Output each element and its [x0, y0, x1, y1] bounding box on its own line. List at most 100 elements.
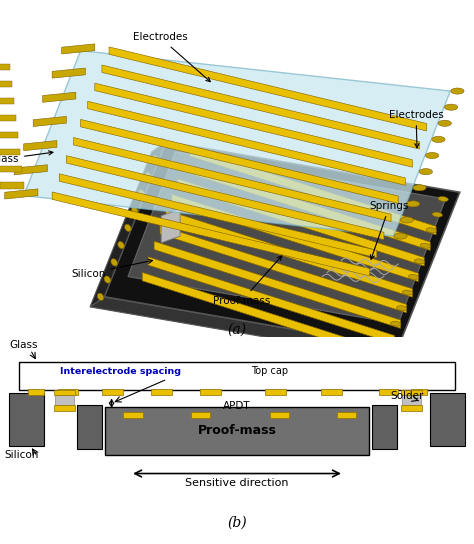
Ellipse shape	[394, 233, 407, 239]
Bar	[265, 390, 286, 395]
Bar	[402, 394, 421, 405]
Polygon shape	[66, 156, 384, 240]
Polygon shape	[24, 51, 450, 236]
FancyBboxPatch shape	[0, 182, 24, 189]
Bar	[123, 412, 143, 418]
Bar	[54, 405, 75, 411]
Polygon shape	[190, 147, 436, 235]
Bar	[54, 390, 75, 395]
Bar	[379, 390, 398, 395]
Polygon shape	[154, 241, 401, 329]
Text: Interelectrode spacing: Interelectrode spacing	[61, 367, 182, 376]
Text: Glass: Glass	[0, 151, 53, 164]
Polygon shape	[184, 163, 430, 250]
Polygon shape	[166, 210, 412, 297]
Ellipse shape	[420, 243, 430, 248]
Bar	[151, 390, 172, 395]
Polygon shape	[52, 68, 85, 78]
Ellipse shape	[451, 88, 464, 94]
Polygon shape	[59, 174, 377, 258]
Bar	[18, 362, 456, 390]
Bar	[105, 407, 369, 455]
Bar	[337, 412, 356, 418]
Bar	[28, 390, 44, 395]
Polygon shape	[5, 189, 38, 199]
Ellipse shape	[152, 155, 158, 163]
Polygon shape	[178, 179, 424, 266]
FancyBboxPatch shape	[0, 64, 10, 71]
Polygon shape	[24, 140, 57, 151]
Ellipse shape	[414, 259, 425, 264]
Ellipse shape	[438, 196, 448, 201]
Polygon shape	[109, 47, 427, 131]
Text: Solder: Solder	[390, 391, 424, 401]
Bar	[320, 390, 341, 395]
Ellipse shape	[426, 228, 437, 233]
Polygon shape	[160, 226, 407, 313]
Text: Springs: Springs	[370, 201, 409, 259]
Text: Sensitive direction: Sensitive direction	[185, 478, 289, 488]
Polygon shape	[62, 44, 95, 54]
Polygon shape	[161, 209, 180, 243]
Text: Proof-mass: Proof-mass	[213, 256, 282, 306]
Ellipse shape	[438, 120, 451, 126]
Bar	[58, 390, 78, 395]
Ellipse shape	[145, 172, 152, 180]
Text: Silicon: Silicon	[71, 259, 153, 279]
Ellipse shape	[426, 152, 439, 158]
Polygon shape	[43, 92, 76, 102]
Polygon shape	[148, 257, 395, 344]
FancyBboxPatch shape	[0, 98, 14, 104]
Bar	[270, 412, 289, 418]
Polygon shape	[81, 119, 398, 203]
Ellipse shape	[397, 306, 407, 311]
Text: Proof-mass: Proof-mass	[198, 424, 276, 437]
Polygon shape	[88, 101, 405, 186]
Ellipse shape	[97, 293, 104, 300]
Polygon shape	[128, 152, 446, 324]
Polygon shape	[33, 116, 66, 127]
FancyBboxPatch shape	[0, 149, 20, 155]
Ellipse shape	[131, 207, 138, 214]
Bar	[77, 405, 102, 449]
Ellipse shape	[391, 322, 401, 326]
Ellipse shape	[419, 169, 432, 175]
Polygon shape	[14, 165, 47, 175]
Polygon shape	[52, 192, 370, 276]
Polygon shape	[102, 65, 419, 149]
Polygon shape	[104, 141, 460, 348]
Bar	[401, 390, 422, 395]
FancyBboxPatch shape	[0, 115, 16, 121]
Ellipse shape	[402, 290, 413, 295]
Bar	[372, 405, 397, 449]
Text: Electrodes: Electrodes	[389, 110, 444, 148]
Ellipse shape	[125, 224, 131, 232]
Text: APDT: APDT	[223, 401, 251, 411]
Ellipse shape	[138, 190, 145, 197]
Text: Glass: Glass	[9, 340, 38, 350]
FancyBboxPatch shape	[0, 165, 22, 172]
Text: (b): (b)	[227, 515, 247, 529]
Ellipse shape	[413, 185, 426, 191]
Ellipse shape	[111, 259, 118, 266]
FancyBboxPatch shape	[0, 81, 12, 88]
Ellipse shape	[407, 201, 420, 207]
Text: Silicon: Silicon	[5, 450, 39, 460]
Bar	[430, 393, 465, 446]
Bar	[200, 390, 221, 395]
Polygon shape	[95, 83, 412, 167]
Text: Electrodes: Electrodes	[133, 33, 210, 82]
Polygon shape	[73, 138, 391, 221]
Ellipse shape	[432, 137, 445, 143]
Polygon shape	[142, 273, 389, 360]
Bar	[411, 390, 428, 395]
Ellipse shape	[104, 276, 110, 283]
Ellipse shape	[409, 275, 419, 280]
Ellipse shape	[159, 138, 165, 145]
Bar	[9, 393, 44, 446]
Bar	[102, 390, 123, 395]
Text: (a): (a)	[228, 323, 246, 337]
Bar	[401, 405, 422, 411]
Polygon shape	[90, 141, 166, 307]
Ellipse shape	[432, 212, 442, 217]
